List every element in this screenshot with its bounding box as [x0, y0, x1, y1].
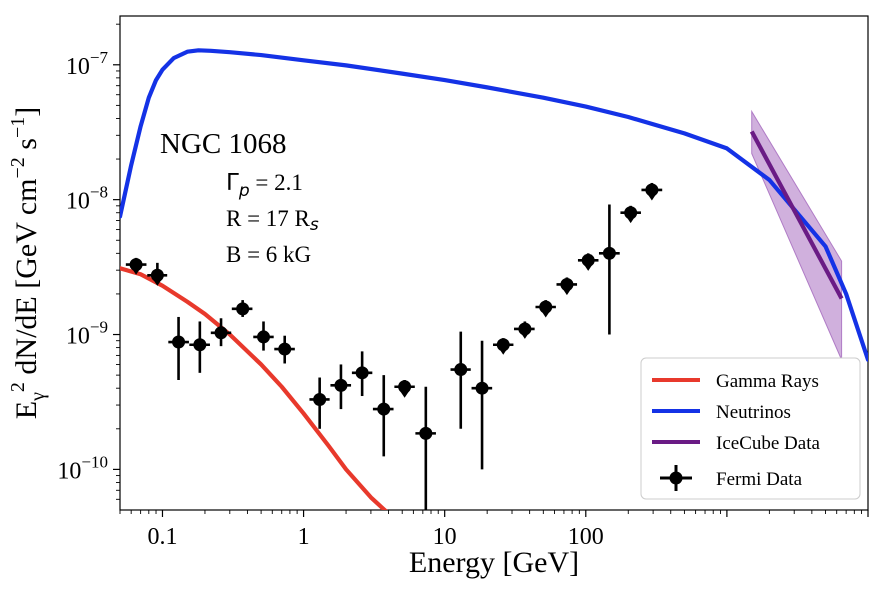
y-tick-label: 10−7 — [66, 48, 109, 80]
x-tick-label: 10 — [433, 524, 457, 550]
x-tick-label: 100 — [568, 524, 604, 550]
legend-label-fermi: Fermi Data — [716, 469, 803, 490]
fermi-data-point — [514, 321, 535, 339]
annotation-gamma-p: Γp = 2.1 — [226, 170, 303, 201]
fermi-data-point — [450, 331, 471, 429]
y-label-supm2: −2 — [7, 157, 29, 178]
fermi-points-layer — [125, 182, 663, 510]
fermi-data-point — [351, 351, 373, 397]
gamma-p-sub: p — [238, 181, 250, 201]
fermi-data-point — [168, 316, 189, 381]
series-line-neutrinos — [120, 48, 868, 362]
fermi-data-point — [330, 364, 352, 410]
series-line-gamma-rays — [120, 266, 388, 510]
fermi-data-point — [394, 380, 415, 398]
fermi-data-point — [189, 321, 210, 373]
fermi-data-point — [598, 204, 620, 335]
legend-label-icecube: IceCube Data — [716, 433, 820, 454]
y-label-sup2: 2 — [7, 382, 29, 392]
series-lines-layer — [120, 48, 868, 510]
y-label-close: ] — [10, 107, 43, 117]
y-label-mid: dN/dE [GeV cm — [10, 179, 43, 383]
fermi-data-point — [493, 338, 514, 355]
y-label-gamma: γ — [27, 392, 49, 402]
fermi-data-point — [577, 253, 599, 271]
legend-box — [640, 357, 861, 500]
fermi-data-point — [231, 300, 253, 317]
x-tick-label: 1 — [298, 524, 310, 550]
legend-swatch-fermi — [660, 465, 692, 491]
x-axis: 0.1 1 10 100 — [119, 510, 869, 550]
y-label-e: E — [10, 401, 43, 419]
x-axis-label: Energy [GeV] — [409, 546, 579, 579]
fermi-data-point — [415, 386, 436, 510]
radius-text: R = 17 R — [226, 206, 311, 231]
fermi-data-point — [556, 277, 578, 296]
y-axis-label: Eγ2 dN/dE [GeV cm−2 s−1] — [7, 107, 49, 420]
fermi-data-point — [641, 182, 663, 201]
fermi-data-point — [535, 300, 556, 318]
radius-sub: s — [310, 215, 319, 235]
x-tick-label: 0.1 — [147, 524, 177, 550]
y-label-s: s — [10, 138, 43, 157]
legend: Gamma Rays Neutrinos IceCube Data Fermi … — [640, 357, 861, 500]
gamma-p-symbol: Γ — [226, 170, 239, 196]
y-tick-label: 10−9 — [66, 318, 108, 350]
fermi-data-point — [372, 375, 394, 457]
y-tick-label: 10−8 — [66, 183, 108, 215]
plot-area-frame — [119, 15, 869, 511]
annotation-radius: R = 17 Rs — [226, 206, 319, 235]
fermi-data-point — [147, 262, 168, 286]
icecube-band-layer — [751, 109, 843, 360]
fermi-data-point — [210, 318, 232, 347]
icecube-best-fit-line — [749, 130, 844, 300]
annotation-field: B = 6 kG — [226, 242, 311, 267]
gamma-p-value: = 2.1 — [250, 170, 303, 195]
annotation-source: NGC 1068 — [160, 128, 286, 160]
fermi-data-point — [309, 377, 330, 429]
y-label-supm1: −1 — [7, 117, 29, 138]
fermi-data-point — [253, 321, 274, 351]
fermi-data-point — [620, 205, 641, 224]
y-tick-label: 10−10 — [57, 452, 108, 484]
fermi-data-point — [125, 257, 147, 275]
fermi-data-point — [471, 340, 493, 470]
icecube-uncertainty-band — [751, 109, 843, 360]
legend-label-gamma-rays: Gamma Rays — [716, 371, 819, 392]
fermi-data-point — [274, 335, 295, 364]
y-axis: 10−10 10−9 10−8 10−7 — [57, 23, 120, 500]
legend-label-neutrinos: Neutrinos — [716, 402, 791, 423]
